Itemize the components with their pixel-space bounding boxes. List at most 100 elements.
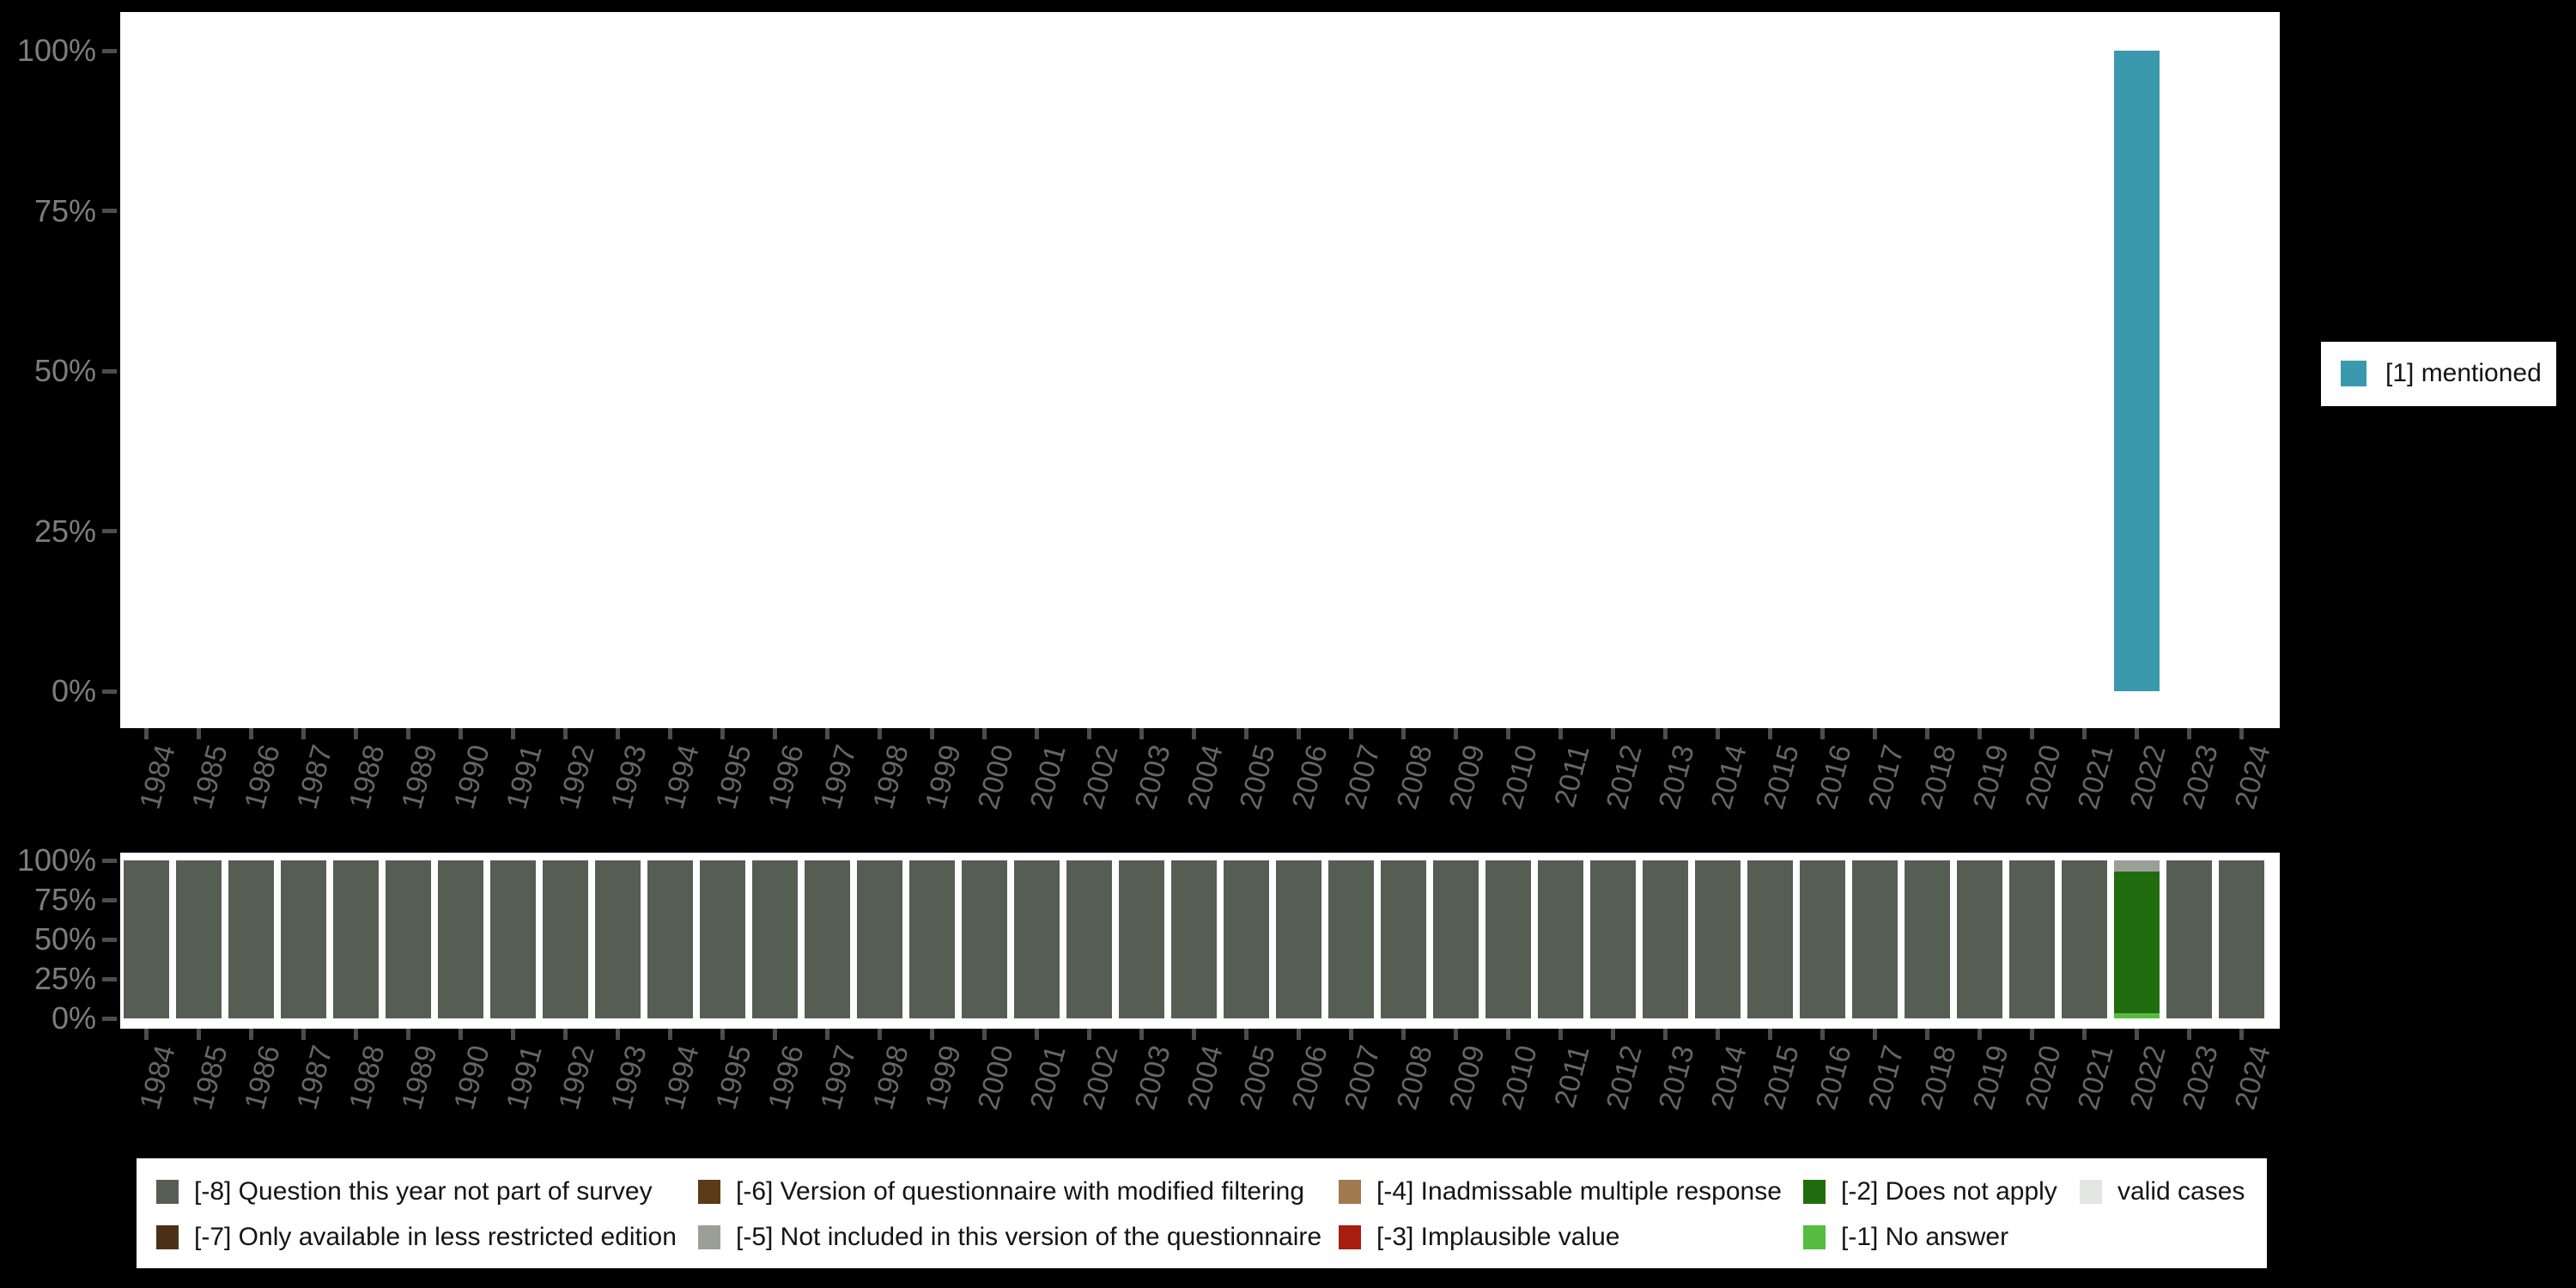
bottom-chart-x-tick (1506, 1029, 1510, 1040)
missing-bar-2009-code-8 (1433, 860, 1479, 1018)
legend-swatch--5 (698, 1225, 720, 1249)
top-chart-y-tick-label: 50% (33, 353, 96, 388)
top-chart-y-tick (102, 689, 117, 694)
missing-bar-2007-code-8 (1328, 860, 1374, 1018)
bottom-chart-x-tick (511, 1029, 515, 1040)
legend-swatch--6 (698, 1180, 720, 1204)
missing-bar-2018-code-8 (1905, 860, 1950, 1018)
top-chart-x-tick (1663, 728, 1668, 739)
missing-bar-2015-code-8 (1747, 860, 1793, 1018)
legend-label--6: [-6] Version of questionnaire with modif… (736, 1177, 1305, 1206)
missing-bar-2006-code-8 (1276, 860, 1321, 1018)
bottom-chart-x-tick (1873, 1029, 1877, 1040)
bottom-chart-x-tick (563, 1029, 568, 1040)
top-chart-y-tick (102, 209, 117, 213)
missing-bar-2008-code-8 (1381, 860, 1426, 1018)
missing-bar-1994-code-8 (647, 860, 693, 1018)
mentioned-legend-swatch (2341, 361, 2366, 386)
missing-bar-1996-code-8 (752, 860, 798, 1018)
bottom-chart-x-tick (773, 1029, 777, 1040)
top-chart-y-tick-label: 0% (51, 673, 96, 708)
bottom-chart-x-tick (825, 1029, 829, 1040)
top-chart-y-tick (102, 529, 117, 533)
top-chart-y-tick (102, 368, 117, 374)
top-chart-x-tick (197, 728, 201, 739)
top-chart-x-tick (1611, 728, 1615, 739)
missing-bar-1995-code-8 (700, 860, 745, 1018)
bottom-chart-y-tick-label: 75% (33, 882, 96, 917)
missing-bar-1986-code-8 (228, 860, 274, 1018)
top-chart-x-tick (1349, 728, 1353, 739)
missing-bar-1992-code-8 (543, 860, 588, 1018)
bottom-chart-x-tick (1401, 1029, 1406, 1040)
bottom-chart-x-tick (1192, 1029, 1196, 1040)
missing-bar-1997-code-8 (805, 860, 850, 1018)
top-chart-x-tick (1820, 728, 1825, 739)
bottom-chart-x-tick (2239, 1029, 2244, 1040)
missing-bar-2022-code-1 (2114, 1013, 2160, 1018)
missing-bar-2017-code-8 (1852, 860, 1898, 1018)
bottom-chart-x-tick (1978, 1029, 1982, 1040)
missing-bar-2005-code-8 (1224, 860, 1269, 1018)
top-chart-x-tick (144, 728, 149, 739)
bottom-chart-y-tick (102, 937, 117, 942)
missing-bar-2023-code-8 (2166, 860, 2212, 1018)
missing-bar-2012-code-8 (1590, 860, 1636, 1018)
legend-label-valid: valid cases (2117, 1177, 2245, 1206)
legend-label--3: [-3] Implausible value (1376, 1223, 1620, 1251)
bottom-chart-x-tick (1663, 1029, 1668, 1040)
bottom-chart-x-tick (668, 1029, 672, 1040)
missing-bar-2014-code-8 (1695, 860, 1741, 1018)
bottom-chart-x-tick (301, 1029, 306, 1040)
top-chart-x-tick (1087, 728, 1091, 739)
bottom-chart-x-tick (249, 1029, 253, 1040)
bottom-chart-x-tick (1454, 1029, 1458, 1040)
legend-swatch-valid (2080, 1180, 2102, 1204)
bottom-chart-x-tick (1087, 1029, 1091, 1040)
bottom-chart-x-tick (354, 1029, 358, 1040)
bottom-chart-x-tick (197, 1029, 201, 1040)
bottom-chart-x-tick (144, 1029, 149, 1040)
bottom-chart-x-tick (2082, 1029, 2087, 1040)
legend-label--4: [-4] Inadmissable multiple response (1376, 1177, 1782, 1206)
bottom-chart-x-tick (1611, 1029, 1615, 1040)
missing-bar-1999-code-8 (909, 860, 955, 1018)
mentioned-bar-2022 (2114, 51, 2160, 691)
legend-swatch--4 (1339, 1180, 1361, 1204)
top-chart-x-tick (301, 728, 306, 739)
missing-bar-2022-code-5 (2114, 860, 2160, 872)
bottom-chart-x-tick (1925, 1029, 1929, 1040)
legend-swatch--1 (1803, 1225, 1826, 1249)
top-chart-x-tick (982, 728, 987, 739)
top-chart-x-tick (668, 728, 672, 739)
missing-bar-1993-code-8 (595, 860, 641, 1018)
top-chart-plot-area (120, 12, 2280, 728)
top-chart-x-tick (1139, 728, 1144, 739)
legend-label--5: [-5] Not included in this version of the… (736, 1223, 1322, 1251)
legend-swatch--7 (156, 1225, 179, 1249)
legend-label--1: [-1] No answer (1841, 1223, 2009, 1251)
bottom-chart-y-tick (102, 1016, 117, 1021)
bottom-chart-x-tick (1297, 1029, 1301, 1040)
legend-swatch--8 (156, 1180, 179, 1204)
legend-label--7: [-7] Only available in less restricted e… (194, 1223, 677, 1251)
missing-bar-2010-code-8 (1485, 860, 1531, 1018)
bottom-chart-x-tick (1139, 1029, 1144, 1040)
missing-bar-1984-code-8 (124, 860, 169, 1018)
bottom-chart-x-tick (2030, 1029, 2034, 1040)
bottom-chart-x-tick (2187, 1029, 2191, 1040)
bottom-chart-x-tick (2135, 1029, 2139, 1040)
top-chart-x-tick (2135, 728, 2139, 739)
missing-bar-2022-code-2 (2114, 871, 2160, 1014)
missing-bar-1990-code-8 (438, 860, 483, 1018)
bottom-chart-y-tick-label: 25% (33, 961, 96, 996)
missing-bar-2021-code-8 (2062, 860, 2107, 1018)
legend-swatch--2 (1803, 1180, 1826, 1204)
missing-bar-1991-code-8 (490, 860, 536, 1018)
missing-bar-2016-code-8 (1800, 860, 1845, 1018)
bottom-chart-x-tick (878, 1029, 882, 1040)
legend-label--8: [-8] Question this year not part of surv… (194, 1177, 653, 1206)
top-chart-x-tick (511, 728, 515, 739)
bottom-chart-y-tick (102, 897, 117, 902)
